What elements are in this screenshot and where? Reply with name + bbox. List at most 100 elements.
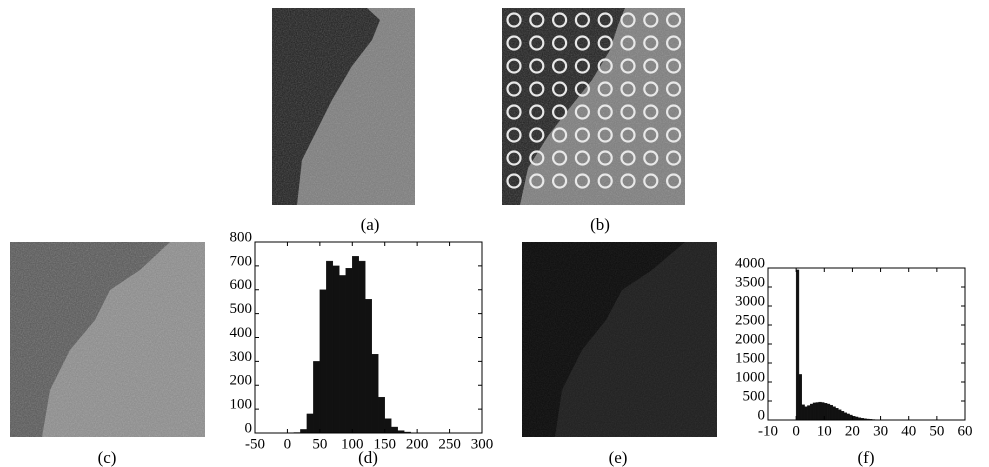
sample-circle [620, 58, 636, 74]
sample-circle [597, 12, 613, 28]
histogram-bar [384, 418, 392, 434]
histogram-bar [319, 289, 327, 434]
y-tick-label: 1500 [735, 350, 765, 366]
x-tick-label: -10 [758, 423, 778, 439]
sample-circle [574, 173, 591, 189]
sample-circle [529, 127, 545, 143]
sample-circle [551, 81, 568, 97]
y-tick-label: 600 [230, 277, 253, 293]
sample-circle [597, 58, 613, 74]
image-a [272, 8, 415, 205]
x-tick-label: 150 [373, 436, 396, 452]
sample-circle [620, 104, 636, 120]
panel-label: (e) [609, 448, 628, 467]
sample-circle [597, 35, 613, 51]
histogram-bar [339, 275, 347, 434]
sample-circle [620, 173, 636, 189]
x-tick-label: 50 [312, 436, 327, 452]
histogram-bar [826, 403, 831, 421]
histogram-bar [332, 265, 340, 434]
sample-circle [665, 58, 682, 74]
sample-circle [574, 58, 591, 74]
y-tick-label: 2500 [735, 312, 765, 328]
panel-label: (d) [358, 448, 378, 467]
panel-label: (a) [361, 215, 380, 234]
histogram-bar [846, 413, 850, 421]
histogram-bar [371, 354, 379, 434]
y-tick-label: 2000 [735, 331, 765, 347]
y-tick-label: 3500 [735, 274, 765, 290]
sample-circle [551, 58, 568, 74]
sample-circle [574, 150, 591, 166]
sample-circle [529, 173, 545, 189]
histogram-bar [358, 260, 366, 434]
histogram-bar [832, 406, 836, 421]
histogram-bar [300, 429, 308, 434]
histogram-bar [810, 403, 814, 421]
histogram-bar [326, 260, 334, 434]
sample-circle [620, 81, 636, 97]
sample-circle [597, 173, 613, 189]
sample-circle [665, 127, 682, 143]
sample-circle [597, 104, 613, 120]
sample-circle [506, 150, 522, 166]
sample-circle [620, 150, 636, 166]
sample-circle [529, 81, 545, 97]
histogram-bar [352, 256, 359, 434]
histogram-bar [365, 299, 372, 434]
sample-circle [597, 150, 613, 166]
histogram-bar [306, 413, 314, 434]
x-tick-label: 0 [284, 436, 292, 452]
sample-circle [506, 173, 522, 189]
histogram-bar [812, 402, 817, 421]
y-tick-label: 500 [230, 301, 253, 317]
x-tick-label: 60 [958, 423, 973, 439]
panel-label: (c) [98, 448, 117, 467]
x-tick-label: 30 [873, 423, 888, 439]
histogram-bar [345, 268, 353, 434]
histogram-bar [801, 404, 805, 421]
x-tick-label: -50 [245, 436, 265, 452]
sample-circle [574, 81, 591, 97]
y-tick-label: 100 [230, 397, 253, 413]
panel-label: (b) [590, 215, 610, 234]
histogram-bar [798, 374, 802, 421]
sample-circle [529, 150, 545, 166]
sample-circle [574, 35, 591, 51]
sample-circle [665, 81, 682, 97]
histogram-bar [835, 408, 839, 421]
histogram-bar [818, 401, 822, 421]
sample-circle [665, 173, 682, 189]
histogram-bar [838, 409, 842, 421]
sample-circle [551, 12, 568, 28]
sample-circle [574, 104, 591, 120]
sample-circle [643, 81, 659, 97]
x-tick-label: 40 [901, 423, 916, 439]
sample-circle [574, 12, 591, 28]
y-tick-label: 400 [230, 325, 253, 341]
sample-circle [551, 104, 568, 120]
sample-circle [529, 12, 545, 28]
sample-circle [529, 104, 545, 120]
sample-circle [506, 81, 522, 97]
x-tick-label: 50 [929, 423, 944, 439]
panel-label: (f) [858, 448, 875, 467]
x-tick-label: 20 [845, 423, 860, 439]
y-tick-label: 4000 [735, 255, 765, 271]
sample-circle [620, 127, 636, 143]
sample-circle [551, 127, 568, 143]
sample-circle [643, 104, 659, 120]
image-e [522, 242, 717, 437]
histogram-bar [829, 404, 833, 421]
y-tick-label: 3000 [735, 293, 765, 309]
sample-circle [643, 12, 659, 28]
sample-circle [643, 58, 659, 74]
x-tick-label: 0 [792, 423, 800, 439]
sample-circle [574, 127, 591, 143]
sample-circle [643, 127, 659, 143]
histogram-bar [391, 426, 398, 434]
sample-circle [620, 12, 636, 28]
sample-circle [506, 12, 522, 28]
sample-circle [665, 104, 682, 120]
